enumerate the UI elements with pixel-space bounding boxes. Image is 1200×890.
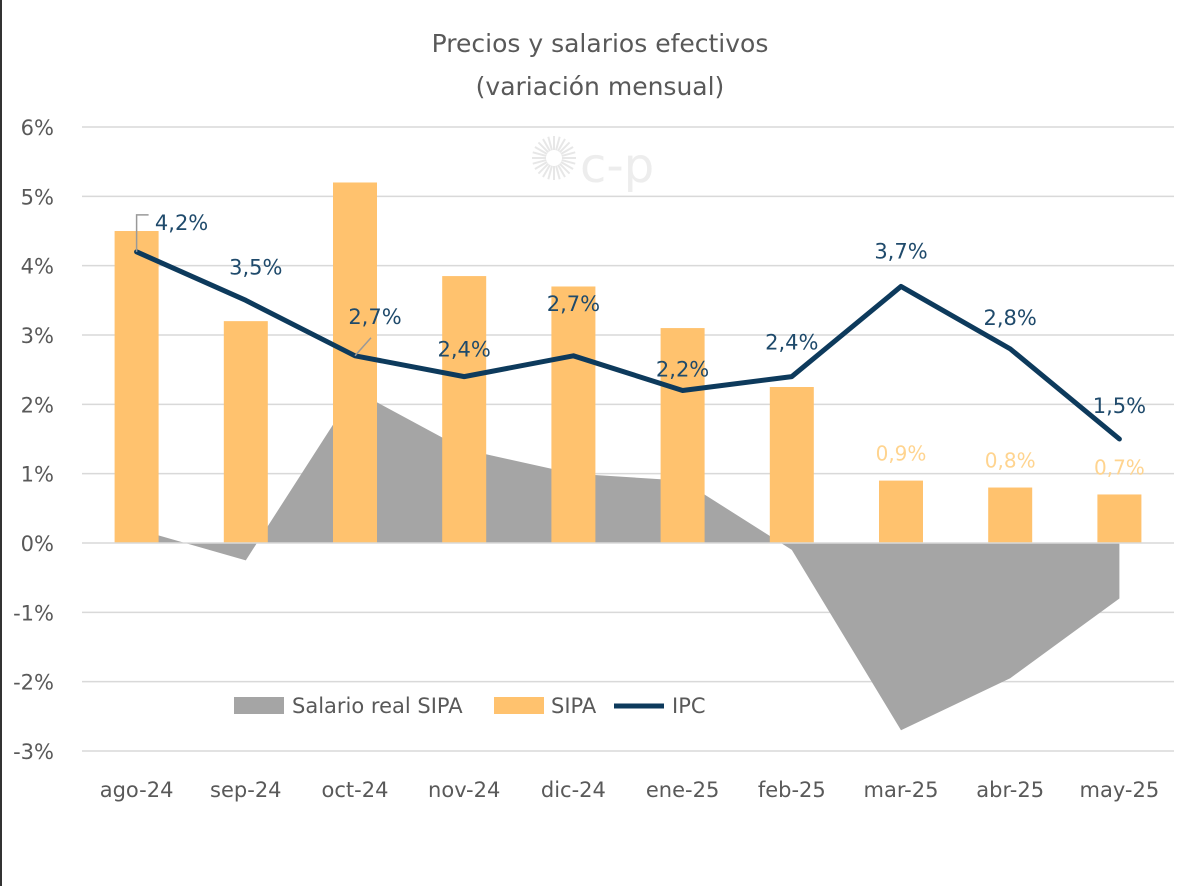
x-tick-label: feb-25 (758, 778, 826, 802)
leader-line (354, 337, 372, 357)
bar-sipa (988, 487, 1033, 543)
sun-ray-icon (532, 151, 547, 157)
bar-sipa (551, 286, 596, 543)
legend-label: Salario real SIPA (292, 694, 463, 718)
x-tick-label: ago-24 (100, 778, 174, 802)
sun-ray-icon (558, 141, 571, 154)
bar-sipa (769, 387, 814, 543)
bar-data-label: 0,8% (985, 449, 1036, 473)
line-data-label: 3,5% (229, 255, 282, 279)
sun-ray-icon (560, 161, 574, 170)
line-data-label: 4,2% (155, 211, 208, 235)
sun-ray-icon (558, 162, 571, 175)
watermark-logo: c-p (532, 136, 654, 194)
bar-sipa (114, 231, 159, 543)
y-tick-label: 6% (21, 116, 54, 140)
sun-ray-icon (537, 141, 550, 154)
y-tick-label: -2% (13, 671, 54, 695)
line-data-label: 2,2% (656, 357, 709, 381)
sun-ray-icon (534, 161, 548, 170)
bar-sipa (879, 480, 923, 543)
sun-ray-icon (534, 146, 548, 155)
sun-ray-icon (555, 165, 561, 180)
line-data-label: 2,8% (984, 306, 1037, 330)
x-tick-label: mar-25 (864, 778, 939, 802)
bar-sipa (223, 321, 268, 543)
sun-ray-icon (542, 138, 551, 152)
y-tick-label: 1% (21, 463, 54, 487)
sun-ray-icon (560, 146, 574, 155)
leader-line (135, 214, 149, 252)
x-tick-label: ene-25 (646, 778, 719, 802)
line-data-label: 2,7% (547, 292, 600, 316)
legend: Salario real SIPA SIPA IPC (234, 694, 706, 718)
y-tick-label: -3% (13, 740, 54, 764)
x-tick-label: may-25 (1080, 778, 1160, 802)
line-data-label: 1,5% (1093, 394, 1146, 418)
legend-swatch-bar (494, 697, 544, 714)
line-data-label: 2,4% (438, 338, 491, 362)
legend-swatch-area (234, 697, 284, 714)
bar-data-label: 0,7% (1094, 455, 1145, 479)
y-tick-label: 5% (21, 185, 54, 209)
x-tick-label: oct-24 (322, 778, 389, 802)
sun-ray-icon (561, 159, 576, 165)
sun-ray-icon (547, 165, 553, 180)
legend-label: SIPA (551, 694, 597, 718)
sun-ray-icon (547, 136, 553, 151)
bar-sipa (333, 182, 377, 543)
sun-ray-icon (555, 136, 561, 151)
y-tick-label: -1% (13, 601, 54, 625)
bar-sipa (442, 276, 487, 543)
sun-ray-icon (557, 164, 566, 178)
chart-title: Precios y salarios efectivos (432, 29, 769, 58)
y-tick-label: 4% (21, 255, 54, 279)
y-tick-label: 3% (21, 324, 54, 348)
x-tick-label: sep-24 (210, 778, 282, 802)
bar-data-label: 0,9% (876, 442, 927, 466)
y-tick-label: 2% (21, 393, 54, 417)
legend-label: IPC (672, 694, 706, 718)
area-salario-real-sipa (136, 390, 1120, 731)
chart-subtitle: (variación mensual) (476, 72, 725, 101)
bar-sipa (1097, 494, 1142, 543)
line-data-label: 2,7% (348, 305, 401, 329)
x-tick-label: dic-24 (541, 778, 606, 802)
line-data-label: 2,4% (765, 331, 818, 355)
y-tick-label: 0% (21, 532, 54, 556)
sun-ray-icon (537, 162, 550, 175)
sun-ray-icon (542, 164, 551, 178)
x-tick-label: nov-24 (428, 778, 500, 802)
sun-ray-icon (561, 151, 576, 157)
sun-ray-icon (557, 138, 566, 152)
x-tick-label: abr-25 (976, 778, 1044, 802)
sun-ray-icon (532, 159, 547, 165)
line-data-label: 3,7% (874, 239, 927, 263)
line-ipc (134, 249, 1122, 442)
svg-text:c-p: c-p (580, 138, 654, 194)
bar-sipa (660, 328, 705, 543)
